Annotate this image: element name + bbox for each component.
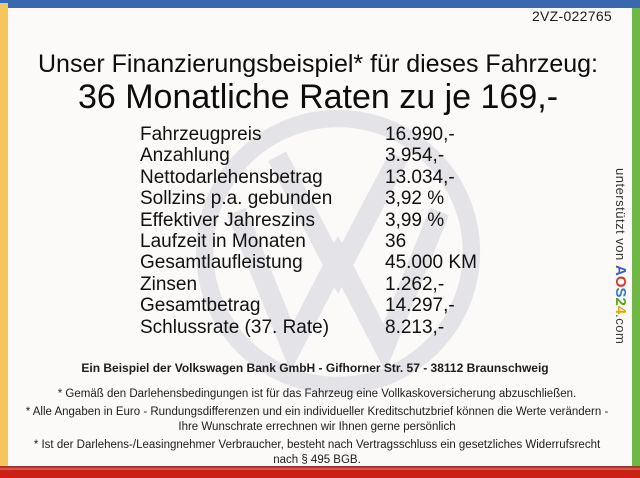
bank-address-line: Ein Beispiel der Volkswagen Bank GmbH - …	[81, 361, 549, 375]
finance-row-value: 3,99 %	[385, 209, 445, 231]
disclaimer-line: * Gemäß den Darlehensbedingungen ist für…	[57, 388, 577, 400]
sponsor-suffix: .com	[613, 314, 628, 345]
finance-row-label: Nettodarlehensbetrag	[140, 166, 323, 188]
brand-letter: S	[612, 287, 629, 298]
disclaimer-section: * Gemäß den Darlehensbedingungen ist für…	[20, 387, 614, 471]
bottom-border-bar	[0, 466, 640, 478]
finance-row-value: 16.990,-	[385, 124, 455, 145]
finance-row-value: 1.262,-	[385, 273, 445, 295]
finance-row: Effektiver Jahreszins 3,99 %	[140, 210, 477, 231]
finance-table: Fahrzeugpreis 16.990,- Anzahlung 3.954,- Net…	[140, 124, 477, 338]
page-title: Unser Finanzierungsbeispiel* für dieses …	[37, 50, 598, 78]
finance-row-value: 8.213,-	[385, 316, 445, 338]
sponsor-prefix: unterstützt von	[613, 168, 628, 265]
finance-row: Laufzeit in Monaten 36	[140, 231, 477, 252]
finance-row-value: 3.954,-	[385, 145, 445, 167]
monthly-rate-headline: 36 Monatliche Raten zu je 169,-	[77, 78, 559, 116]
finance-row-label: Effektiver Jahreszins	[140, 209, 315, 231]
brand-letter: O	[612, 275, 629, 288]
finance-row-label: Gesamtlaufleistung	[140, 252, 303, 274]
finance-row-label: Laufzeit in Monaten	[140, 231, 306, 253]
finance-row: Gesamtlaufleistung 45.000 KM	[140, 252, 477, 273]
finance-row-label: Schlussrate (37. Rate)	[140, 316, 330, 338]
top-border-bar	[0, 0, 640, 8]
disclaimer-line: * Ist der Darlehens-/Leasingnehmer Verbr…	[33, 439, 601, 466]
brand-letter: A	[612, 264, 629, 276]
finance-row: Gesamtbetrag 14.297,-	[140, 295, 477, 316]
finance-row-value: 13.034,-	[385, 166, 455, 188]
brand-letter: 4	[612, 305, 629, 315]
finance-row-value: 3,92 %	[385, 188, 445, 210]
finance-row-value: 14.297,-	[385, 295, 455, 317]
finance-row: Anzahlung 3.954,-	[140, 145, 477, 166]
finance-row-value: 45.000 KM	[385, 252, 477, 274]
finance-row: Zinsen 1.262,-	[140, 274, 477, 295]
vehicle-code: 2VZ-022765	[531, 8, 612, 24]
sponsor-credit: unterstützt von AOS24.com	[612, 168, 629, 368]
finance-row-value: 36	[385, 231, 407, 253]
aos24-logo: AOS24	[612, 264, 629, 315]
vw-logo-icon	[195, 109, 481, 395]
finance-row-label: Anzahlung	[140, 145, 230, 167]
finance-row-label: Zinsen	[140, 273, 198, 295]
left-border-bar	[0, 3, 8, 468]
finance-row: Sollzins p.a. gebunden 3,92 %	[140, 188, 477, 209]
right-border-bar	[632, 8, 640, 466]
finance-row-label: Gesamtbetrag	[140, 295, 261, 317]
disclaimer-line: * Alle Angaben in Euro - Rundungsdiffere…	[25, 406, 609, 433]
finance-row: Fahrzeugpreis 16.990,-	[140, 124, 477, 145]
finance-row: Nettodarlehensbetrag 13.034,-	[140, 167, 477, 188]
finance-row: Schlussrate (37. Rate) 8.213,-	[140, 317, 477, 338]
vw-logo-watermark	[193, 107, 483, 397]
finance-row-label: Sollzins p.a. gebunden	[140, 188, 333, 210]
brand-letter: 2	[612, 297, 629, 306]
finance-row-label: Fahrzeugpreis	[140, 124, 262, 145]
